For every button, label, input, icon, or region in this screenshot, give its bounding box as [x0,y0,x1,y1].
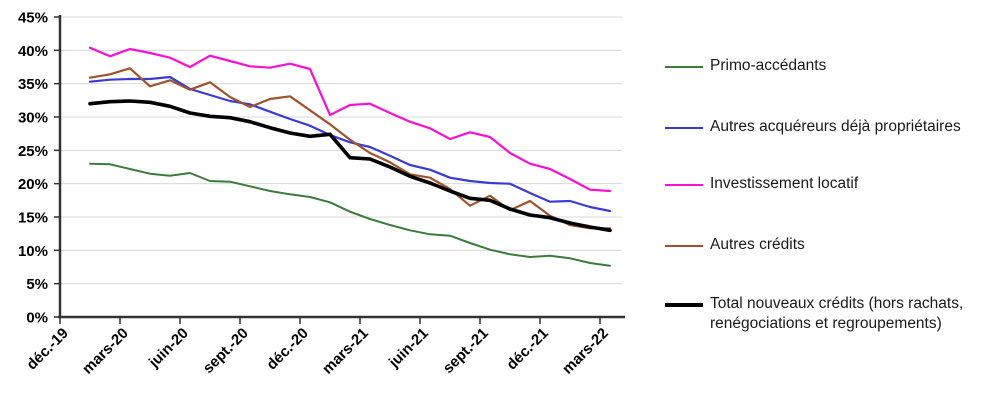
legend-line-swatch-brown [665,245,703,247]
legend-line-swatch-magenta [665,184,703,186]
y-tick-label-40pct: 40% [18,43,48,60]
x-tick-label-mars-21: mars-21 [319,325,372,378]
y-tick-label-20pct: 20% [18,176,48,193]
x-tick-label-déc.-21: déc.-21 [503,325,552,374]
line-chart: 0%5%10%15%20%25%30%35%40%45%déc.-19 mars-… [18,10,625,378]
legend-item-primo-accedants: Primo-accédants [665,56,826,78]
legend-line-swatch-blue [665,127,703,129]
legend-line-swatch-black [665,303,703,307]
legend-item-investissement-locatif: Investissement locatif [665,174,858,196]
y-tick-label-10pct: 10% [18,243,48,260]
x-tick-label-mars-20: mars-20 [79,325,132,378]
series-line-autres-credits [88,67,612,230]
x-tick-label-juin-21: juin-21 [385,325,432,372]
series-line-investissement-locatif [88,46,612,193]
x-tick-label-mars-22: mars-22 [559,325,612,378]
y-tick-label-0pct: 0% [26,310,48,327]
y-tick-label-15pct: 15% [18,210,48,227]
series-line-primo-accedants [89,162,611,267]
legend-item-total-nouveaux-credits: Total nouveaux crédits (hors rachats, re… [665,294,995,334]
legend-label: Autres acquéreurs déjà propriétaires [710,118,961,135]
legend-line-swatch-green [665,66,703,68]
series-line-total-nouveaux-credits [88,99,612,233]
legend-label: Primo-accédants [710,57,827,74]
legend-label: Autres crédits [710,236,805,253]
y-tick-label-35pct: 35% [18,76,48,93]
y-tick-label-45pct: 45% [18,10,48,27]
x-tick-label-sept.-21: sept.-21 [440,325,492,377]
y-tick-label-25pct: 25% [18,143,48,160]
legend-item-autres-acquereurs: Autres acquéreurs déjà propriétaires [665,117,961,139]
legend-item-autres-credits: Autres crédits [665,235,805,257]
legend-label: Total nouveaux crédits (hors rachats, re… [710,295,964,332]
x-tick-label-sept.-20: sept.-20 [200,325,252,377]
y-tick-label-5pct: 5% [26,276,48,293]
chart-legend: Primo-accédants Autres acquéreurs déjà p… [660,0,1000,402]
x-tick-label-déc.-19: déc.-19 [23,325,72,374]
x-tick-label-déc.-20: déc.-20 [263,325,312,374]
x-tick-label-juin-20: juin-20 [145,325,192,372]
legend-label: Investissement locatif [710,175,859,192]
series-line-autres-acquereurs [88,75,612,213]
y-tick-label-30pct: 30% [18,110,48,127]
